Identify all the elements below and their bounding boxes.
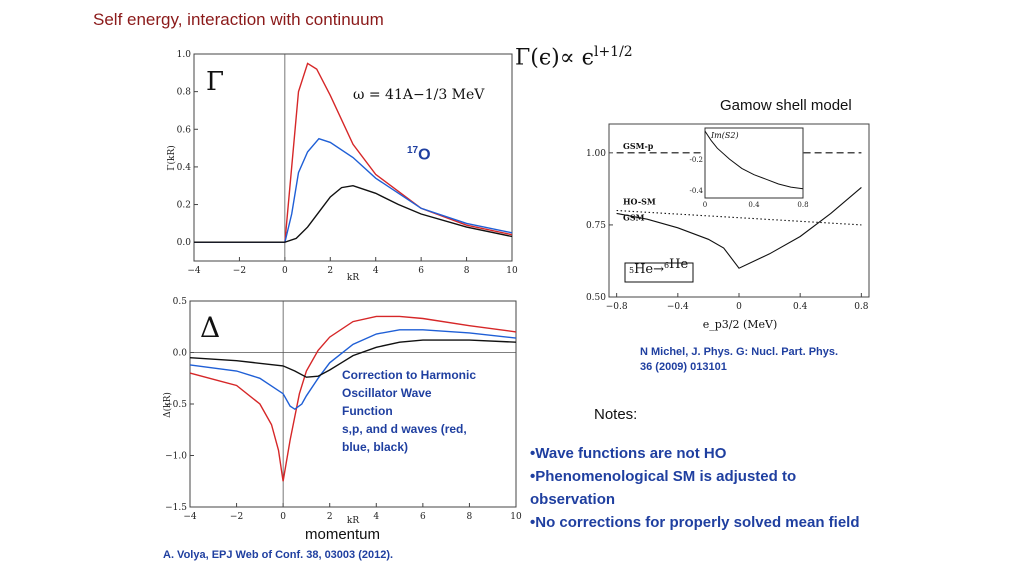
x-tick-label: 6 bbox=[420, 512, 426, 522]
reaction-label: 5He→6He bbox=[629, 257, 688, 277]
series-line bbox=[189, 329, 517, 411]
inset-y-tick-label: -0.2 bbox=[690, 156, 704, 164]
x-axis-label: e_p3/2 (MeV) bbox=[703, 318, 778, 331]
y-tick-label: 0.8 bbox=[177, 88, 192, 98]
chart-symbol: Δ bbox=[200, 311, 220, 344]
x-tick-label: −4 bbox=[187, 266, 201, 276]
x-tick-label: 0 bbox=[282, 266, 288, 276]
y-tick-label: 1.00 bbox=[586, 149, 606, 159]
x-tick-label: 10 bbox=[510, 512, 522, 522]
x-tick-label: 6 bbox=[418, 266, 424, 276]
volya-reference: A. Volya, EPJ Web of Conf. 38, 03003 (20… bbox=[163, 549, 394, 561]
inset-y-tick-label: -0.4 bbox=[690, 187, 704, 195]
x-axis-label: kR bbox=[347, 516, 359, 525]
delta-chart: −4 −2 0 2 4 6 8 10 0.5 0.0 −0.5 −1.0 −1.5 ΔkR Δ(kR) bbox=[162, 297, 522, 525]
x-tick-label: −0.4 bbox=[667, 302, 689, 312]
line-label: GSM-p bbox=[623, 141, 654, 151]
o17-mass: 17 bbox=[407, 145, 419, 156]
y-tick-label: −1.5 bbox=[165, 503, 187, 513]
y-tick-label: 0.0 bbox=[177, 238, 192, 248]
x-tick-label: 2 bbox=[327, 266, 333, 276]
correction-line: blue, black) bbox=[342, 440, 409, 454]
x-tick-label: −2 bbox=[233, 266, 246, 276]
y-tick-label: 0.50 bbox=[586, 293, 606, 303]
x-tick-label: 10 bbox=[506, 266, 518, 276]
y-tick-label: 0.0 bbox=[173, 349, 188, 359]
gsm-chart: −0.8 −0.4 0 0.4 0.8 1.00 0.75 0.50 GSM-p HO-SM GSM… bbox=[586, 123, 870, 331]
correction-line: Correction to Harmonic bbox=[342, 368, 477, 382]
inset-curve bbox=[704, 130, 804, 190]
x-axis-label: kR bbox=[347, 273, 359, 283]
inset-x-tick-label: 0 bbox=[703, 201, 707, 209]
slide-title: Self energy, interaction with continuum bbox=[93, 10, 384, 29]
inset-x-tick-label: 0.8 bbox=[797, 201, 808, 209]
gamma-chart: −4 −2 0 2 4 6 8 10 0.0 0.2 0.4 0.6 0.8 1.0 Γ ω = 41A−1/… bbox=[166, 50, 518, 283]
series-line bbox=[194, 137, 513, 243]
gsm-label: Gamow shell model bbox=[720, 97, 852, 114]
line-label: HO-SM bbox=[623, 197, 656, 207]
y-tick-label: −0.5 bbox=[165, 400, 187, 410]
series-line bbox=[194, 184, 513, 243]
formula-base: Γ(ϵ)∝ ϵ bbox=[515, 45, 594, 71]
y-tick-label: 0.5 bbox=[173, 297, 188, 307]
o17-symbol: O bbox=[418, 146, 431, 164]
x-tick-label: 8 bbox=[467, 512, 473, 522]
momentum-label: momentum bbox=[305, 526, 381, 543]
gsm-reference: N Michel, J. Phys. G: Nucl. Part. Phys. … bbox=[640, 345, 838, 375]
note-item: •Phenomenological SM is adjusted to obse… bbox=[530, 468, 797, 508]
chart-annotation: ω = 41A−1/3 MeV bbox=[353, 87, 485, 103]
correction-line: Oscillator Wave bbox=[342, 386, 432, 400]
correction-line: Function bbox=[342, 404, 393, 418]
line-label: GSM bbox=[623, 213, 645, 223]
x-tick-label: 2 bbox=[327, 512, 333, 522]
correction-text: Correction to Harmonic Oscillator Wave F… bbox=[342, 366, 502, 456]
correction-line: s,p, and d waves (red, bbox=[342, 422, 467, 436]
gsm-reference-line: 36 (2009) 013101 bbox=[640, 361, 727, 373]
y-tick-label: 0.75 bbox=[586, 221, 606, 231]
x-tick-label: −2 bbox=[230, 512, 243, 522]
x-tick-label: −4 bbox=[183, 512, 197, 522]
notes-list: •Wave functions are not HO •Phenomenolog… bbox=[530, 442, 880, 534]
series-line bbox=[189, 339, 517, 378]
y-tick-label: −1.0 bbox=[165, 452, 187, 462]
y-axis-label: Δ(kR) bbox=[162, 392, 173, 418]
x-tick-label: 0 bbox=[736, 302, 742, 312]
series-line bbox=[616, 186, 862, 269]
o17-label: 17O bbox=[407, 145, 431, 164]
gamma-formula: Γ(ϵ)∝ ϵl+1/2 bbox=[515, 44, 633, 70]
y-tick-label: 0.2 bbox=[177, 201, 191, 211]
series-line bbox=[189, 315, 517, 482]
x-tick-label: 0.4 bbox=[793, 302, 808, 312]
formula-exponent: l+1/2 bbox=[593, 44, 633, 60]
x-tick-label: 4 bbox=[373, 512, 379, 522]
x-tick-label: 0 bbox=[280, 512, 286, 522]
note-item: •Wave functions are not HO bbox=[530, 445, 727, 462]
plot-frame bbox=[193, 53, 513, 262]
y-tick-label: 1.0 bbox=[177, 50, 192, 60]
y-axis-label: Γ(kR) bbox=[166, 145, 177, 171]
series-line bbox=[616, 209, 862, 226]
x-tick-label: 0.8 bbox=[854, 302, 869, 312]
reaction-box bbox=[624, 262, 694, 283]
chart-symbol: Γ bbox=[206, 67, 224, 97]
inset-x-tick-label: 0.4 bbox=[748, 201, 760, 209]
gsm-reference-line: N Michel, J. Phys. G: Nucl. Part. Phys. bbox=[640, 346, 839, 358]
x-tick-label: −0.8 bbox=[606, 302, 628, 312]
note-item: •No corrections for properly solved mean… bbox=[530, 514, 860, 531]
x-tick-label: 8 bbox=[464, 266, 470, 276]
inset-label: Im(S2) bbox=[710, 131, 739, 140]
y-tick-label: 0.6 bbox=[177, 125, 192, 135]
notes-heading: Notes: bbox=[594, 406, 638, 423]
y-tick-label: 0.4 bbox=[177, 163, 192, 173]
x-tick-label: 4 bbox=[373, 266, 379, 276]
